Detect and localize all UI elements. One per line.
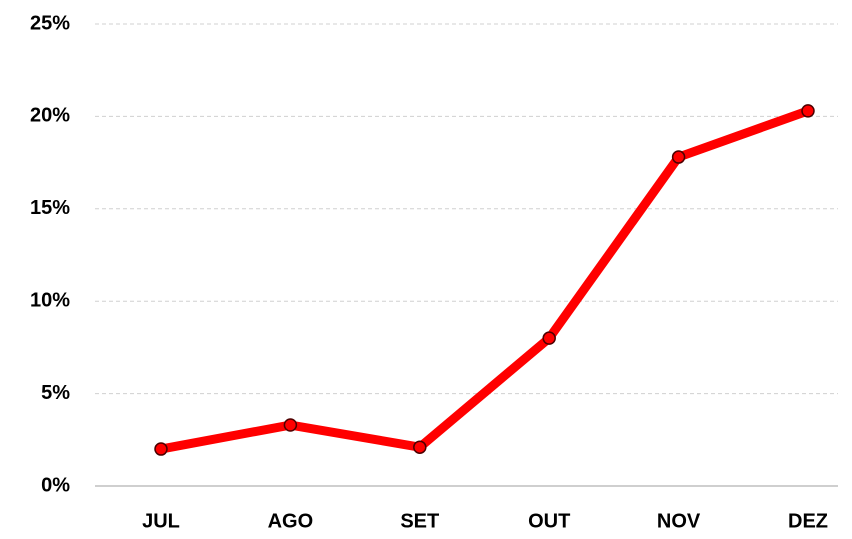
y-tick-label: 10%: [30, 289, 70, 311]
x-tick-label: AGO: [268, 510, 314, 532]
y-tick-label: 25%: [30, 12, 70, 34]
x-tick-label: JUL: [142, 510, 180, 532]
y-tick-label: 0%: [41, 474, 70, 496]
x-tick-label: NOV: [657, 510, 701, 532]
marker: [801, 104, 815, 118]
x-tick-label: DEZ: [788, 510, 828, 532]
marker: [283, 418, 298, 432]
marker: [671, 150, 686, 164]
marker: [413, 440, 427, 454]
marker: [542, 331, 556, 345]
marker: [154, 442, 168, 456]
x-tick-label: OUT: [528, 510, 570, 532]
y-tick-label: 15%: [30, 197, 70, 219]
y-tick-label: 5%: [41, 382, 70, 404]
y-tick-label: 20%: [30, 105, 70, 127]
x-tick-label: SET: [400, 510, 439, 532]
line: [156, 106, 813, 454]
